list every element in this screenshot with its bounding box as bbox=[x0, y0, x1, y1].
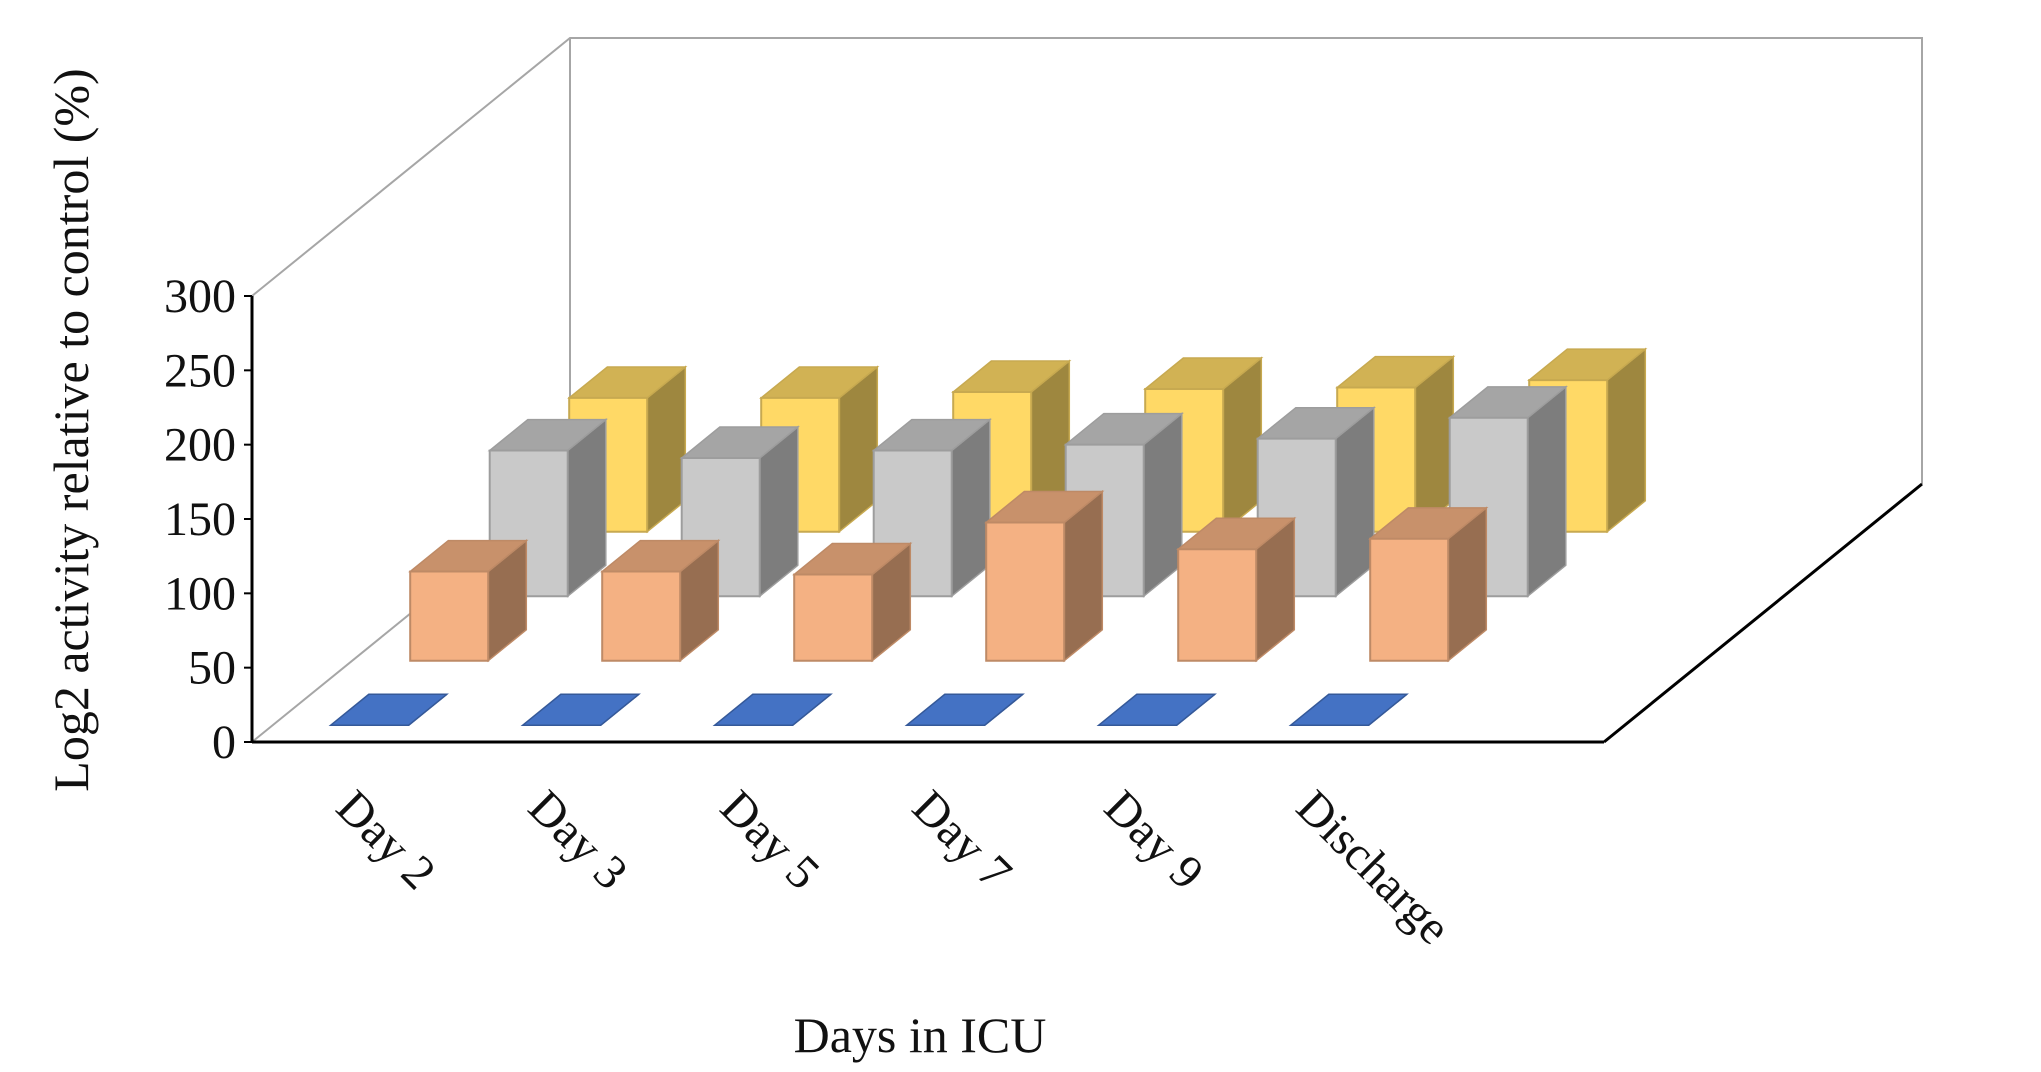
bar-series-2-day-3 bbox=[600, 539, 721, 663]
y-tick-label: 300 bbox=[164, 270, 236, 323]
back-wall-outline bbox=[251, 37, 1923, 484]
x-tick-label: Day 5 bbox=[710, 780, 829, 899]
bar-side-face bbox=[1142, 412, 1183, 598]
y-tick-label: 150 bbox=[164, 493, 236, 546]
bar-top-face bbox=[520, 693, 641, 726]
bar-series-1-day-3 bbox=[520, 693, 641, 726]
bar-side-face bbox=[1334, 406, 1375, 598]
bar-series-2-day-7 bbox=[984, 489, 1105, 663]
bar-series-2-day-2 bbox=[408, 539, 529, 663]
y-tick-label: 200 bbox=[164, 419, 236, 472]
y-axis-ticks: 0 50 100 150 200 250 300 bbox=[164, 270, 252, 769]
bar-series-1-day-7 bbox=[904, 693, 1025, 726]
bar-series-2-day-9 bbox=[1176, 516, 1297, 663]
chart-bars bbox=[328, 347, 1648, 726]
bar-front-face bbox=[985, 521, 1066, 662]
bar-front-face bbox=[793, 573, 874, 662]
x-tick-label: Discharge bbox=[1286, 780, 1460, 954]
bar-series-1-day-5 bbox=[712, 693, 833, 726]
bar-series-1-discharge bbox=[1288, 693, 1409, 726]
bar-side-face bbox=[1606, 347, 1647, 534]
x-tick-label: Day 2 bbox=[326, 780, 445, 899]
floor-right-edge bbox=[1603, 482, 1923, 744]
x-tick-label: Day 9 bbox=[1094, 780, 1213, 899]
bar-top-face bbox=[1288, 693, 1409, 726]
bar-top-face bbox=[328, 693, 449, 726]
bar-front-face bbox=[1177, 548, 1258, 662]
y-axis-title: Log2 activity relative to control (%) bbox=[43, 68, 99, 791]
bar-side-face bbox=[1526, 385, 1567, 598]
bar-series-1-day-2 bbox=[328, 693, 449, 726]
bar-series-2-discharge bbox=[1368, 506, 1489, 663]
bar-front-face bbox=[409, 570, 490, 662]
bar-series-3-day-9 bbox=[1255, 406, 1376, 598]
y-tick-label: 250 bbox=[164, 344, 236, 397]
bar-top-face bbox=[904, 693, 1025, 726]
bar-top-face bbox=[712, 693, 833, 726]
y-tick-label: 50 bbox=[188, 642, 236, 695]
bar-front-face bbox=[1369, 537, 1450, 662]
bar-front-face bbox=[601, 570, 682, 662]
x-tick-label: Day 7 bbox=[902, 780, 1021, 899]
y-tick-label: 100 bbox=[164, 567, 236, 620]
x-axis-title: Days in ICU bbox=[794, 1007, 1047, 1063]
bar-series-1-day-9 bbox=[1096, 693, 1217, 726]
x-axis-ticks: Day 2 Day 3 Day 5 Day 7 Day 9 Discharge bbox=[326, 780, 1460, 954]
bar-series-2-day-5 bbox=[792, 541, 913, 663]
bar-top-face bbox=[1096, 693, 1217, 726]
x-tick-label: Day 3 bbox=[518, 780, 637, 899]
y-tick-label: 0 bbox=[212, 716, 236, 769]
